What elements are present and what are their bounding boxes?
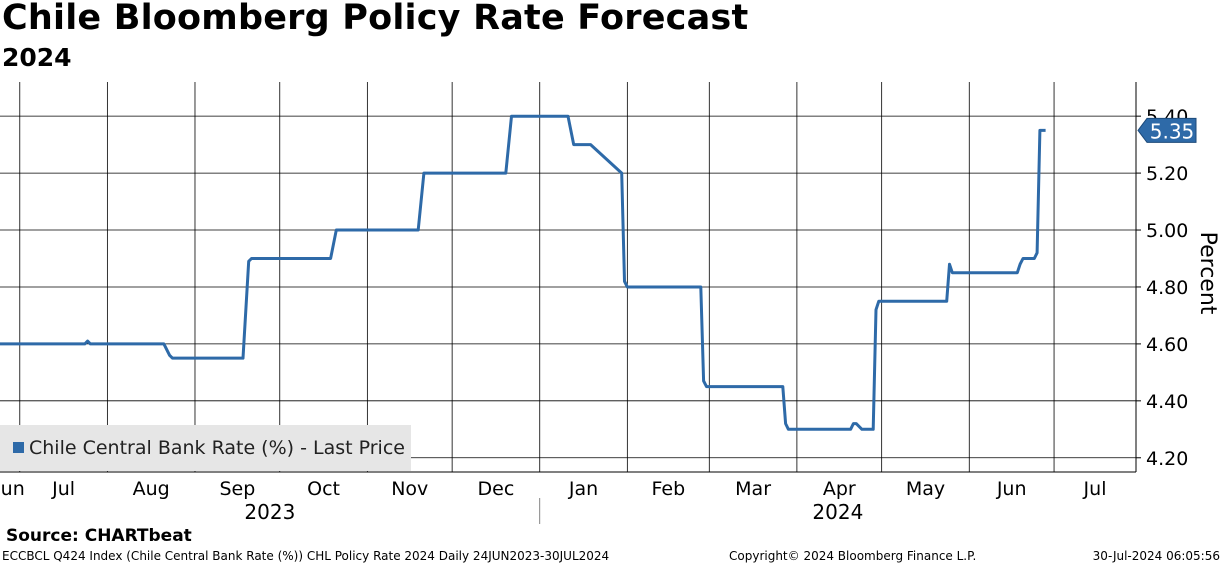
last-value-badge	[1137, 117, 1197, 143]
x-tick-label: Sep	[219, 478, 255, 500]
x-tick-label: Jul	[1083, 478, 1107, 500]
legend-label: Chile Central Bank Rate (%) - Last Price	[29, 437, 405, 459]
x-tick-label: Mar	[735, 478, 771, 500]
x-tick-label: Apr	[823, 478, 856, 500]
x-tick-label: Jun	[996, 478, 1027, 500]
legend-swatch-icon	[13, 442, 24, 453]
x-tick-label: May	[906, 478, 945, 500]
series-line	[0, 114, 1046, 431]
chart-title: Chile Bloomberg Policy Rate Forecast	[2, 0, 749, 38]
last-value-label: 5.35	[1150, 119, 1195, 143]
x-tick-label: Jan	[568, 478, 598, 500]
y-tick-label: 4.80	[1146, 277, 1188, 299]
y-tick-label: 5.20	[1146, 163, 1188, 185]
y-tick-label: 5.00	[1146, 220, 1188, 242]
x-tick-label: Feb	[651, 478, 685, 500]
footer-copyright: Copyright© 2024 Bloomberg Finance L.P.	[729, 549, 977, 563]
y-tick-label: 4.60	[1146, 334, 1188, 356]
legend: Chile Central Bank Rate (%) - Last Price	[0, 425, 411, 471]
x-tick-label: Jun	[0, 478, 25, 500]
x-year-label: 2023	[244, 500, 295, 524]
x-tick-label: Aug	[133, 478, 170, 500]
x-year-label: 2024	[812, 500, 863, 524]
y-tick-label: 4.40	[1146, 391, 1188, 413]
y-axis-title: Percent	[1195, 232, 1220, 315]
x-tick-label: Jul	[51, 478, 75, 500]
x-tick-label: Oct	[307, 478, 340, 500]
source-label: Source: CHARTbeat	[6, 526, 192, 546]
footer-timestamp: 30-Jul-2024 06:05:56	[1092, 549, 1220, 563]
x-tick-label: Nov	[391, 478, 428, 500]
y-tick-label: 4.20	[1146, 448, 1188, 470]
footer-index-info: ECCBCL Q424 Index (Chile Central Bank Ra…	[2, 549, 610, 563]
chart-subtitle: 2024	[2, 43, 72, 72]
x-tick-label: Dec	[478, 478, 515, 500]
